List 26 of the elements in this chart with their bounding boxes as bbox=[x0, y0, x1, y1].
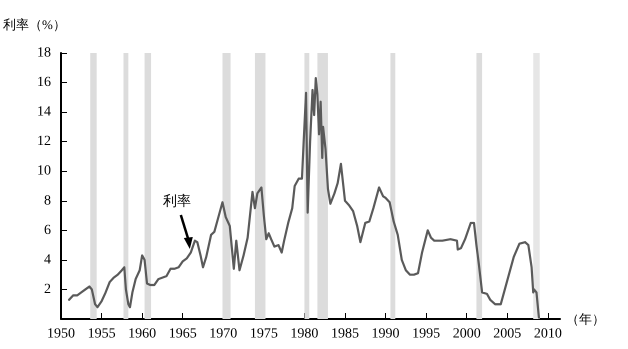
y-tick-label: 14 bbox=[37, 104, 51, 120]
x-tick-label: 1965 bbox=[168, 326, 197, 342]
x-tick-label: 2005 bbox=[493, 326, 522, 342]
x-tick-label: 1975 bbox=[250, 326, 278, 342]
x-tick-label: 1950 bbox=[47, 326, 75, 342]
line-series bbox=[68, 77, 540, 319]
x-tick-label: 1955 bbox=[88, 326, 116, 342]
annotation: 利率 bbox=[162, 194, 191, 210]
y-tick-label: 8 bbox=[44, 193, 51, 208]
x-tick-label: 1970 bbox=[209, 326, 238, 342]
y-tick-label: 6 bbox=[44, 222, 51, 238]
x-tick-label: 2010 bbox=[534, 326, 562, 342]
y-tick-label: 4 bbox=[44, 252, 51, 268]
x-axis-title: （年） bbox=[566, 312, 605, 326]
x-tick-label: 1990 bbox=[372, 326, 400, 342]
y-axis-title: 利率（%） bbox=[3, 17, 66, 32]
y-tick-label: 10 bbox=[37, 164, 51, 179]
y-tick-label: 2 bbox=[44, 282, 51, 297]
x-tick-label: 1995 bbox=[412, 326, 440, 342]
x-tick-label: 2000 bbox=[452, 326, 481, 342]
y-tick-label: 12 bbox=[37, 134, 51, 150]
y-tick-label: 18 bbox=[37, 46, 51, 60]
x-tick-label: 1960 bbox=[128, 326, 156, 342]
y-tick-label: 16 bbox=[37, 75, 51, 90]
x-tick-label: 1980 bbox=[290, 326, 318, 342]
x-tick-label: 1985 bbox=[330, 326, 359, 342]
